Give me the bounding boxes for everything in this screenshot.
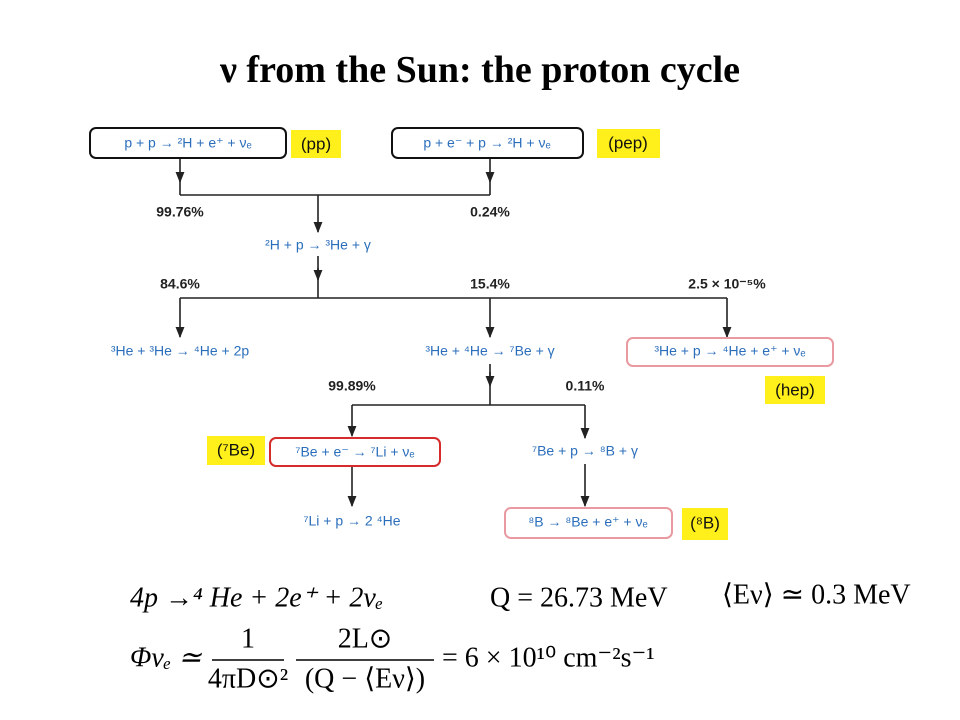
equation: 2L⊙	[338, 623, 393, 654]
equation: 1	[241, 623, 255, 654]
equation: Q = 26.73 MeV	[490, 582, 668, 613]
equation: 4p →⁴ He + 2e⁺ + 2νₑ	[130, 582, 383, 613]
title: ν from the Sun: the proton cycle	[219, 49, 740, 91]
branch-ratio: 99.76%	[156, 204, 204, 220]
tag-box	[207, 436, 265, 465]
tag: (⁸B)	[690, 513, 720, 532]
equation: (Q − ⟨Eν⟩)	[305, 663, 425, 694]
reaction: ⁸B → ⁸Be + e⁺ + νₑ	[528, 514, 647, 530]
tag-box	[682, 508, 728, 540]
tag: (hep)	[775, 380, 815, 399]
tag: (⁷Be)	[217, 440, 255, 459]
reaction-box	[626, 337, 834, 367]
branch-ratio: 99.89%	[328, 378, 376, 394]
reaction: ⁷Li + p → 2 ⁴He	[303, 513, 400, 529]
equation: ⟨Eν⟩ ≃ 0.3 MeV	[722, 579, 911, 610]
flow-lines	[175, 158, 732, 508]
reaction: ³He + ⁴He → ⁷Be + γ	[425, 343, 554, 359]
reaction-box	[89, 127, 287, 159]
tag: (pp)	[301, 134, 331, 153]
tag-box	[765, 376, 825, 404]
reaction: ³He + p → ⁴He + e⁺ + νₑ	[654, 343, 805, 359]
reaction: ³He + ³He → ⁴He + 2p	[111, 343, 250, 359]
branch-ratio: 84.6%	[160, 276, 200, 292]
reaction: ⁷Be + e⁻ → ⁷Li + νₑ	[295, 444, 414, 460]
tag-box	[291, 130, 341, 158]
tag-box	[597, 129, 660, 158]
branch-ratio: 0.24%	[470, 204, 510, 220]
reaction-box	[269, 437, 441, 467]
reaction: p + p → ²H + e⁺ + νₑ	[124, 135, 251, 151]
equation: Φνₑ ≃	[130, 642, 202, 673]
reaction: ²H + p → ³He + γ	[265, 237, 371, 253]
reaction-box	[391, 127, 584, 159]
branch-ratio: 15.4%	[470, 276, 510, 292]
equation: 4πD⊙²	[208, 663, 288, 694]
equation: = 6 × 10¹⁰ cm⁻²s⁻¹	[442, 642, 655, 673]
tag: (pep)	[608, 133, 648, 152]
reaction-box	[504, 507, 673, 539]
reaction: ⁷Be + p → ⁸B + γ	[532, 443, 638, 459]
branch-ratio: 2.5 × 10⁻⁵%	[688, 276, 766, 292]
reaction: p + e⁻ + p → ²H + νₑ	[423, 135, 550, 151]
branch-ratio: 0.11%	[566, 378, 605, 394]
